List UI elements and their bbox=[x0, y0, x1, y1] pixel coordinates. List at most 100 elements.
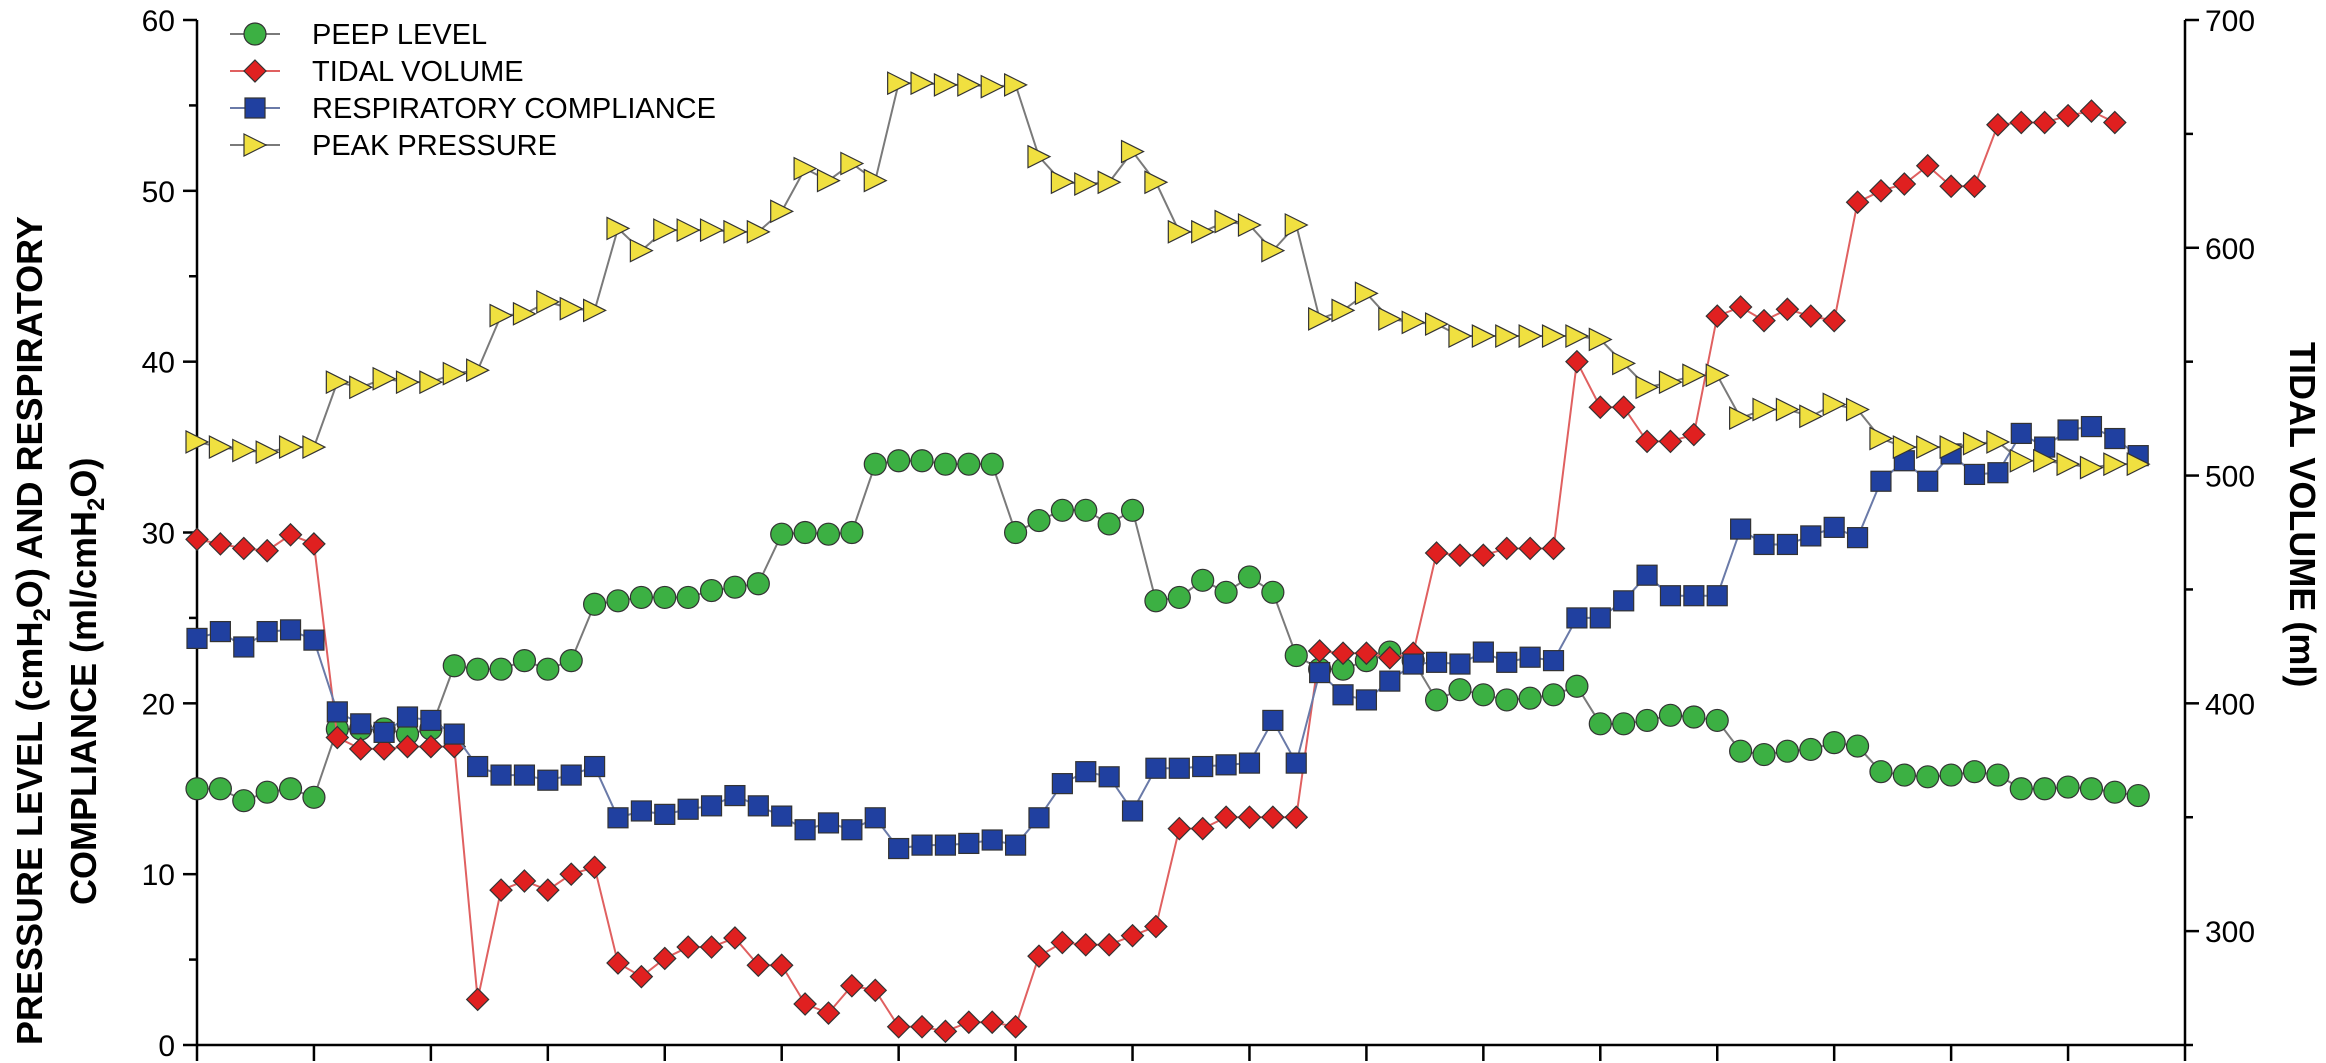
data-point bbox=[302, 532, 326, 556]
data-point bbox=[1097, 512, 1121, 536]
data-point bbox=[1237, 805, 1262, 830]
data-point bbox=[1378, 306, 1403, 331]
data-point bbox=[1261, 805, 1285, 830]
data-point bbox=[1915, 153, 1940, 178]
data-point bbox=[350, 713, 372, 735]
data-point bbox=[1565, 349, 1589, 374]
data-point bbox=[1799, 737, 1823, 762]
data-point bbox=[1120, 923, 1145, 948]
data-point bbox=[583, 755, 606, 778]
data-point bbox=[489, 878, 513, 902]
data-point bbox=[1496, 651, 1518, 673]
data-point bbox=[443, 723, 465, 745]
data-point bbox=[559, 862, 584, 887]
series-layer bbox=[185, 71, 2151, 1044]
data-point bbox=[1752, 397, 1777, 422]
data-point bbox=[1518, 686, 1542, 710]
data-point bbox=[1332, 684, 1354, 706]
data-point bbox=[2009, 448, 2034, 473]
data-point bbox=[1986, 112, 2010, 137]
data-point bbox=[1658, 370, 1683, 395]
data-point bbox=[1752, 742, 1776, 767]
data-point bbox=[231, 536, 256, 561]
data-point bbox=[1074, 172, 1099, 196]
data-point bbox=[535, 878, 560, 902]
data-point bbox=[2102, 110, 2127, 135]
data-point bbox=[1636, 564, 1658, 586]
data-point bbox=[1611, 395, 1636, 420]
data-point bbox=[372, 366, 397, 391]
data-point bbox=[1705, 363, 1730, 388]
data-point bbox=[208, 532, 233, 556]
data-point bbox=[1916, 765, 1940, 789]
data-point bbox=[1168, 757, 1190, 779]
data-point bbox=[606, 951, 630, 975]
data-point bbox=[185, 527, 209, 552]
data-point bbox=[629, 585, 653, 610]
legend-label: RESPIRATORY COMPLIANCE bbox=[312, 93, 716, 125]
data-point bbox=[1658, 703, 1683, 727]
data-point bbox=[840, 973, 864, 998]
data-point bbox=[1729, 739, 1753, 763]
legend-item: TIDAL VOLUME bbox=[230, 56, 524, 88]
data-point bbox=[466, 358, 491, 383]
data-point bbox=[630, 800, 652, 822]
data-point bbox=[582, 298, 607, 323]
data-point bbox=[1309, 661, 1331, 684]
data-point bbox=[303, 629, 325, 651]
data-point bbox=[326, 701, 348, 723]
data-point bbox=[1775, 297, 1800, 322]
data-point bbox=[606, 589, 630, 613]
data-point bbox=[1565, 324, 1590, 349]
data-point bbox=[442, 654, 466, 678]
data-point bbox=[1892, 172, 1917, 196]
data-point bbox=[1776, 533, 1799, 556]
data-point bbox=[1471, 683, 1495, 707]
series-respiratory-compliance bbox=[186, 415, 2149, 860]
data-point bbox=[1823, 516, 1845, 538]
data-point bbox=[654, 803, 676, 825]
data-point bbox=[863, 452, 887, 476]
data-point bbox=[1424, 688, 1449, 712]
data-point bbox=[957, 72, 982, 97]
series-line bbox=[196, 425, 2139, 850]
data-point bbox=[1401, 310, 1426, 335]
data-point bbox=[255, 440, 280, 465]
data-point bbox=[747, 795, 769, 817]
data-point bbox=[1050, 170, 1075, 195]
data-point bbox=[1192, 755, 1214, 778]
data-point bbox=[933, 1019, 958, 1044]
data-point bbox=[1822, 308, 1847, 333]
data-point bbox=[1355, 689, 1378, 711]
data-point bbox=[980, 452, 1004, 476]
data-point bbox=[1285, 752, 1307, 774]
data-point bbox=[1682, 705, 1706, 729]
data-point bbox=[512, 301, 537, 326]
data-point bbox=[1683, 585, 1705, 607]
data-point bbox=[629, 238, 654, 263]
data-point bbox=[981, 829, 1003, 851]
data-point bbox=[793, 992, 817, 1016]
right-tick-label: 300 bbox=[2205, 916, 2255, 949]
data-point bbox=[1962, 174, 1987, 199]
data-point bbox=[653, 218, 678, 243]
legend-item: RESPIRATORY COMPLIANCE bbox=[230, 93, 716, 125]
data-point bbox=[1075, 761, 1097, 783]
data-point bbox=[1262, 709, 1284, 732]
data-point bbox=[933, 72, 958, 97]
data-point bbox=[676, 218, 701, 243]
data-point bbox=[676, 935, 701, 959]
data-point bbox=[1987, 462, 2009, 484]
data-point bbox=[1215, 754, 1237, 776]
data-point bbox=[325, 370, 350, 395]
series-peak-pressure bbox=[185, 71, 2151, 480]
data-point bbox=[1167, 816, 1192, 841]
data-point bbox=[1917, 470, 1939, 492]
data-point bbox=[700, 795, 723, 817]
data-point bbox=[1986, 429, 2011, 454]
data-point bbox=[465, 987, 490, 1012]
data-point bbox=[2009, 110, 2034, 135]
data-point bbox=[1190, 816, 1215, 841]
data-point bbox=[1424, 541, 1449, 565]
data-point bbox=[489, 657, 513, 681]
